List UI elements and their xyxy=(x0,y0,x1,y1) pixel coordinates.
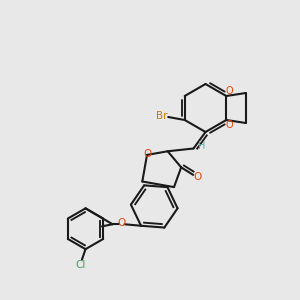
Text: Cl: Cl xyxy=(76,260,86,270)
Text: Br: Br xyxy=(157,111,168,121)
Text: O: O xyxy=(193,172,201,182)
Text: O: O xyxy=(144,149,152,159)
Text: O: O xyxy=(226,85,233,96)
Text: H: H xyxy=(198,141,206,151)
Text: O: O xyxy=(117,218,126,228)
Text: O: O xyxy=(226,120,233,130)
